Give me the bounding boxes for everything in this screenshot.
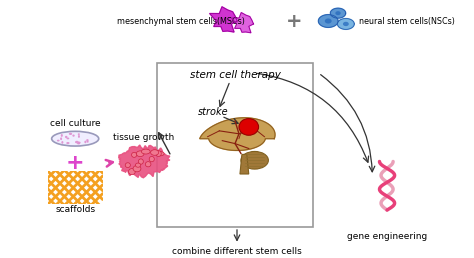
Ellipse shape [73, 134, 75, 137]
Polygon shape [210, 7, 237, 32]
Polygon shape [337, 19, 354, 29]
Ellipse shape [156, 151, 161, 156]
Ellipse shape [151, 150, 159, 155]
Ellipse shape [86, 141, 89, 143]
Ellipse shape [84, 141, 86, 143]
Polygon shape [231, 13, 254, 33]
Ellipse shape [86, 139, 89, 141]
Text: cell culture: cell culture [50, 118, 100, 127]
Ellipse shape [141, 149, 150, 154]
Ellipse shape [77, 143, 80, 144]
Text: stroke: stroke [198, 107, 229, 117]
Text: tissue growth: tissue growth [113, 133, 174, 142]
Text: combine different stem cells: combine different stem cells [172, 247, 302, 256]
Ellipse shape [61, 134, 63, 137]
Ellipse shape [146, 162, 151, 167]
Ellipse shape [325, 19, 332, 23]
Ellipse shape [66, 142, 70, 144]
Ellipse shape [75, 141, 79, 143]
Ellipse shape [133, 165, 141, 172]
Ellipse shape [156, 151, 164, 156]
Ellipse shape [149, 156, 155, 162]
Ellipse shape [239, 119, 259, 135]
Ellipse shape [60, 137, 62, 140]
Ellipse shape [65, 136, 67, 138]
Ellipse shape [61, 141, 64, 144]
Ellipse shape [125, 163, 130, 167]
Ellipse shape [78, 133, 80, 135]
Text: gene engineering: gene engineering [347, 232, 427, 241]
Polygon shape [200, 118, 275, 150]
Text: stem cell therapy: stem cell therapy [190, 70, 281, 80]
Text: neural stem cells(NSCs): neural stem cells(NSCs) [359, 17, 455, 26]
Text: scaffolds: scaffolds [55, 205, 95, 214]
Ellipse shape [69, 133, 72, 135]
Ellipse shape [78, 135, 80, 138]
Ellipse shape [335, 11, 341, 15]
Polygon shape [118, 145, 170, 178]
Ellipse shape [132, 152, 137, 157]
Ellipse shape [343, 22, 349, 26]
Ellipse shape [128, 168, 135, 175]
Ellipse shape [78, 142, 81, 144]
Polygon shape [240, 154, 249, 174]
Polygon shape [330, 8, 346, 18]
Polygon shape [319, 15, 338, 27]
Ellipse shape [66, 138, 69, 139]
Ellipse shape [52, 131, 99, 146]
Text: +: + [66, 153, 84, 173]
Text: +: + [286, 12, 302, 30]
Text: mesenchymal stem cells(MSCs): mesenchymal stem cells(MSCs) [117, 17, 245, 26]
Ellipse shape [57, 140, 60, 141]
Ellipse shape [138, 159, 143, 164]
Ellipse shape [241, 151, 268, 169]
Bar [156, 63, 313, 227]
Ellipse shape [137, 151, 144, 157]
Ellipse shape [136, 163, 141, 167]
